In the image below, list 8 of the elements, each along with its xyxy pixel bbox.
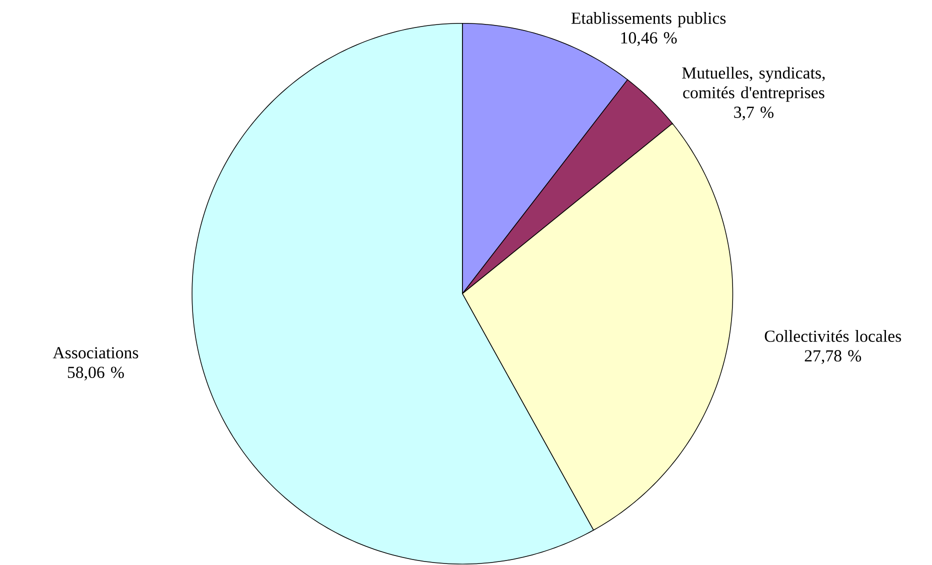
data-label: 27,78 % xyxy=(804,350,862,364)
slice-label: Mutuelles, syndicats, comités d'entreprises xyxy=(682,66,825,102)
data-label: 10,46 % xyxy=(621,32,677,46)
slice-label: Associations xyxy=(52,347,138,358)
data-label: 3,7 % xyxy=(734,106,774,120)
slice-label: Collectivités locales xyxy=(764,330,902,342)
slice-label: Etablissements publics xyxy=(571,12,726,28)
data-label: 58,06 % xyxy=(68,366,124,380)
